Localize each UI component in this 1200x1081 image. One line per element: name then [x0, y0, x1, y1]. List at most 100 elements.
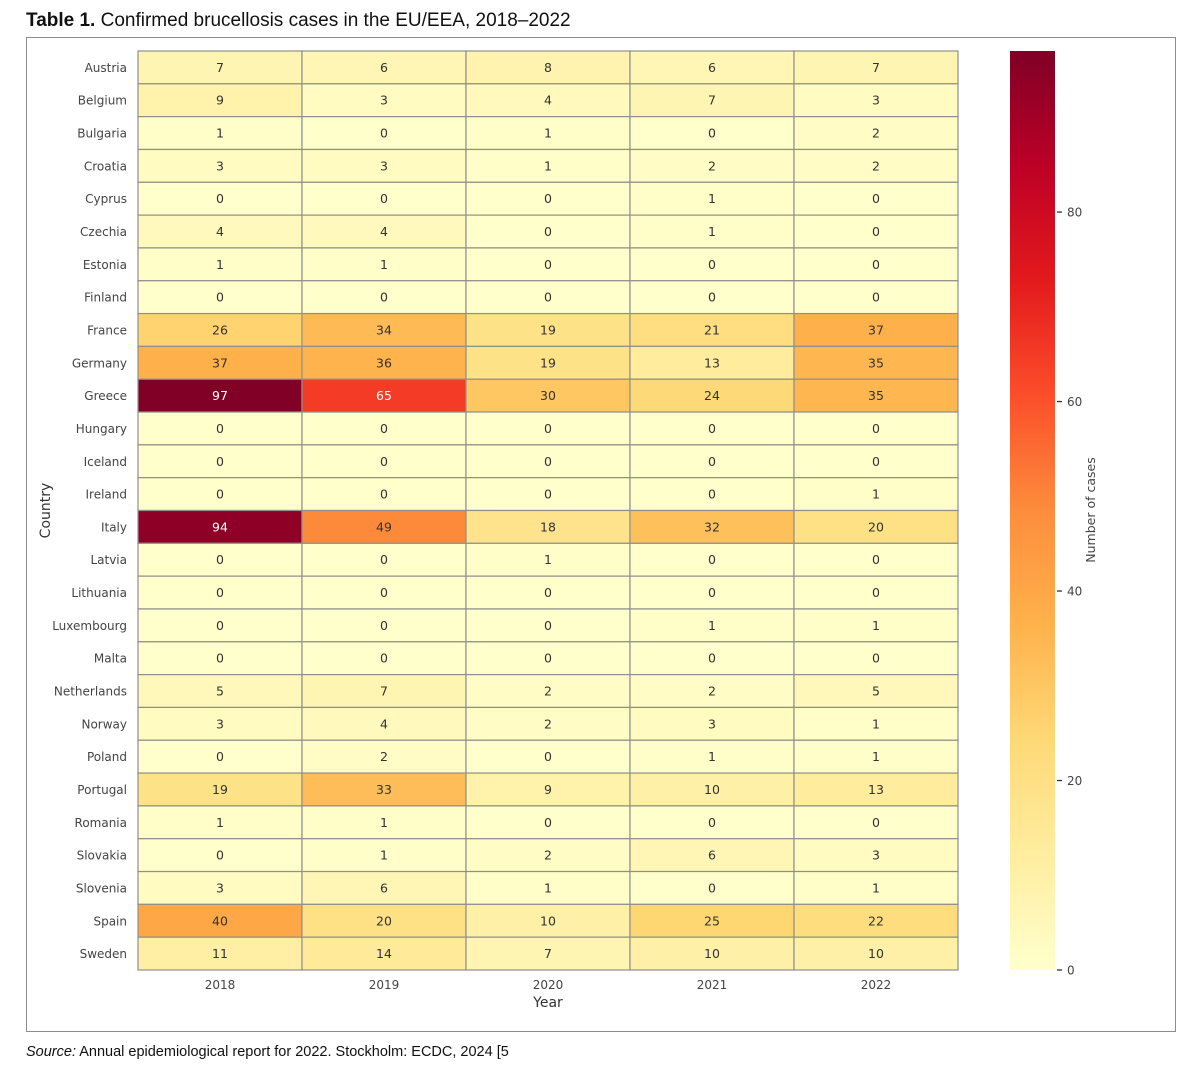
cell-value-label: 0	[544, 290, 552, 305]
y-tick-label: Czechia	[80, 225, 127, 239]
heatmap-cell	[793, 772, 959, 807]
heatmap-cell	[465, 83, 631, 118]
colorbar-tick-label: 60	[1067, 395, 1082, 409]
cell-value-label: 1	[380, 257, 388, 272]
colorbar-label: Number of cases	[1083, 457, 1098, 562]
heatmap-cell	[301, 148, 467, 183]
cell-value-label: 3	[380, 93, 388, 108]
heatmap-cell	[793, 674, 959, 709]
cell-value-label: 0	[708, 421, 716, 436]
cell-value-label: 0	[544, 257, 552, 272]
cell-value-label: 3	[872, 848, 880, 863]
heatmap-cell	[301, 641, 467, 676]
cell-value-label: 36	[376, 355, 392, 370]
cell-value-label: 1	[216, 126, 224, 141]
heatmap-cell	[629, 674, 795, 709]
heatmap-cell	[465, 772, 631, 807]
cell-value-label: 24	[704, 388, 720, 403]
cell-value-label: 0	[380, 290, 388, 305]
heatmap-cell	[465, 148, 631, 183]
cell-value-label: 0	[216, 421, 224, 436]
heatmap-cell	[629, 608, 795, 643]
figure-frame	[26, 37, 1176, 1032]
heatmap-cell	[465, 805, 631, 840]
cell-value-label: 1	[708, 618, 716, 633]
colorbar	[1010, 51, 1055, 970]
cell-value-label: 2	[872, 158, 880, 173]
heatmap-cell	[793, 739, 959, 774]
cell-value-label: 2	[708, 158, 716, 173]
cell-value-label: 3	[216, 880, 224, 895]
y-tick-label: Poland	[87, 750, 127, 764]
cell-value-label: 1	[872, 487, 880, 502]
x-tick-label: 2022	[861, 978, 892, 992]
cell-value-label: 0	[380, 585, 388, 600]
heatmap-cell	[793, 936, 959, 971]
x-tick-label: 2018	[205, 978, 236, 992]
heatmap-cell	[137, 805, 303, 840]
cell-value-label: 22	[868, 913, 884, 928]
y-tick-label: Estonia	[83, 258, 127, 272]
y-tick-labels: Austria Belgium Bulgaria Croatia Cyprus Czech…	[52, 61, 127, 961]
heatmap-cell	[465, 608, 631, 643]
cell-value-label: 0	[544, 618, 552, 633]
heatmap-cell	[793, 214, 959, 249]
cell-value-label: 0	[708, 552, 716, 567]
cell-value-label: 0	[380, 487, 388, 502]
cell-value-label: 1	[544, 158, 552, 173]
cell-value-label: 94	[212, 519, 228, 534]
cell-value-label: 32	[704, 519, 720, 534]
heatmap-cell	[793, 345, 959, 380]
heatmap-cell	[465, 674, 631, 709]
heatmap-cell	[793, 706, 959, 741]
cell-value-label: 0	[216, 454, 224, 469]
heatmap-cell	[301, 936, 467, 971]
source-note: Source: Annual epidemiological report fo…	[26, 1044, 509, 1060]
cell-value-label: 0	[380, 126, 388, 141]
heatmap-cell	[629, 870, 795, 905]
y-tick-label: Italy	[101, 520, 127, 534]
cell-value-label: 11	[212, 946, 228, 961]
cell-value-label: 0	[380, 421, 388, 436]
cell-value-label: 0	[216, 552, 224, 567]
y-tick-label: Norway	[81, 717, 127, 731]
cell-value-label: 3	[216, 716, 224, 731]
figure-caption: Table 1. Confirmed brucellosis cases in …	[26, 10, 571, 32]
cell-value-label: 3	[380, 158, 388, 173]
heatmap-cell	[301, 575, 467, 610]
y-tick-label: Portugal	[77, 783, 127, 797]
cell-value-label: 0	[380, 552, 388, 567]
cell-value-label: 4	[216, 224, 224, 239]
heatmap-cell	[793, 83, 959, 118]
cell-value-label: 9	[216, 93, 224, 108]
cell-value-label: 0	[544, 651, 552, 666]
heatmap-cell	[137, 542, 303, 577]
cell-value-label: 2	[872, 126, 880, 141]
y-tick-label: Hungary	[76, 422, 127, 436]
heatmap-cell	[137, 50, 303, 85]
cell-value-label: 0	[380, 191, 388, 206]
cell-value-label: 1	[872, 880, 880, 895]
cell-value-label: 1	[544, 552, 552, 567]
heatmap-cell	[629, 378, 795, 413]
heatmap-cell	[629, 214, 795, 249]
cell-value-label: 35	[868, 388, 884, 403]
cell-value-label: 2	[544, 848, 552, 863]
y-tick-label: Ireland	[85, 488, 127, 502]
heatmap-cell	[629, 838, 795, 873]
heatmap-cell	[301, 674, 467, 709]
cell-value-label: 6	[708, 848, 716, 863]
cell-value-label: 0	[872, 815, 880, 830]
cell-value-label: 0	[380, 454, 388, 469]
cell-value-label: 4	[544, 93, 552, 108]
cell-value-label: 0	[544, 224, 552, 239]
y-tick-label: Slovakia	[77, 849, 127, 863]
heatmap-cell	[465, 903, 631, 938]
cell-value-label: 0	[872, 290, 880, 305]
cell-value-label: 19	[212, 782, 228, 797]
heatmap-cell	[137, 706, 303, 741]
heatmap-cell	[793, 247, 959, 282]
cell-value-label: 0	[544, 815, 552, 830]
heatmap-cell	[301, 477, 467, 512]
cell-value-label: 0	[872, 224, 880, 239]
